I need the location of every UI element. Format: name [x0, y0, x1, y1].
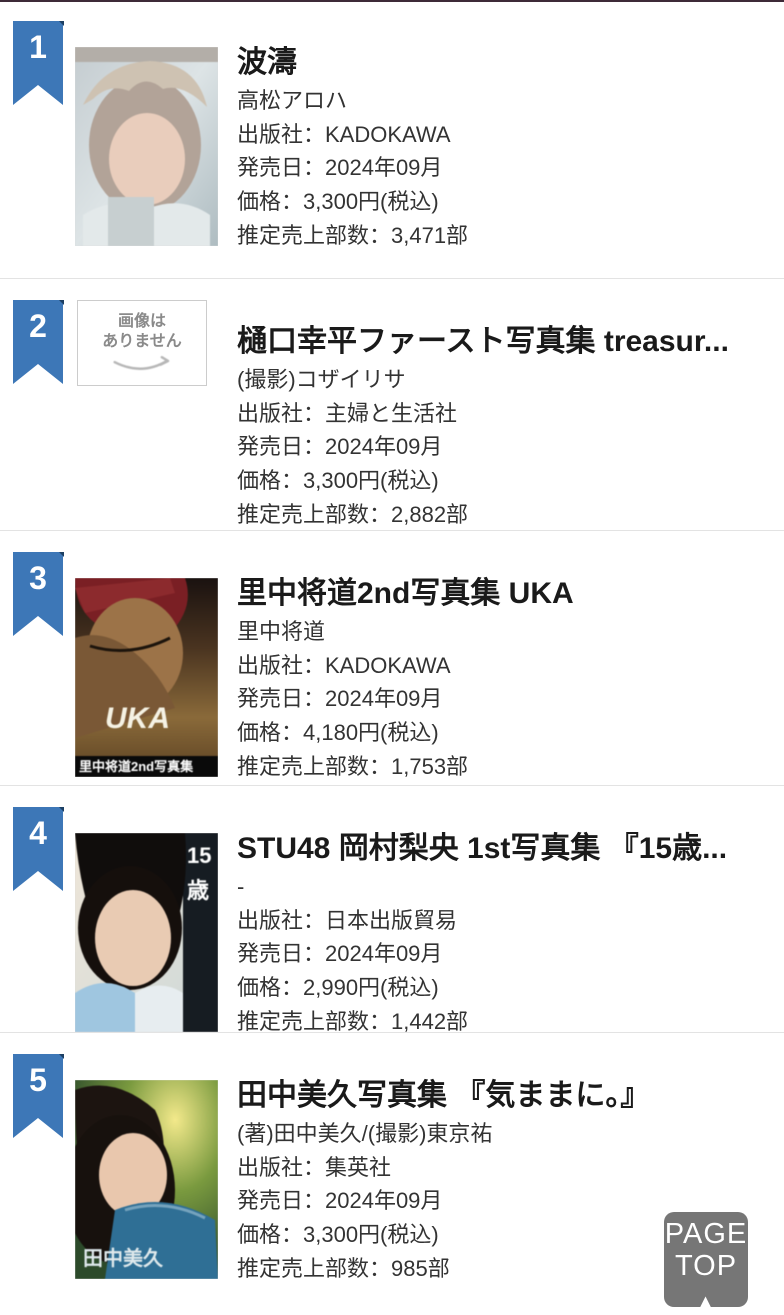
svg-text:歳: 歳 [187, 878, 209, 903]
svg-text:UKA: UKA [105, 702, 170, 735]
svg-text:15: 15 [187, 843, 211, 868]
svg-text:田中美久: 田中美久 [83, 1246, 164, 1270]
svg-text:里中将道2nd写真集: 里中将道2nd写真集 [79, 759, 194, 774]
